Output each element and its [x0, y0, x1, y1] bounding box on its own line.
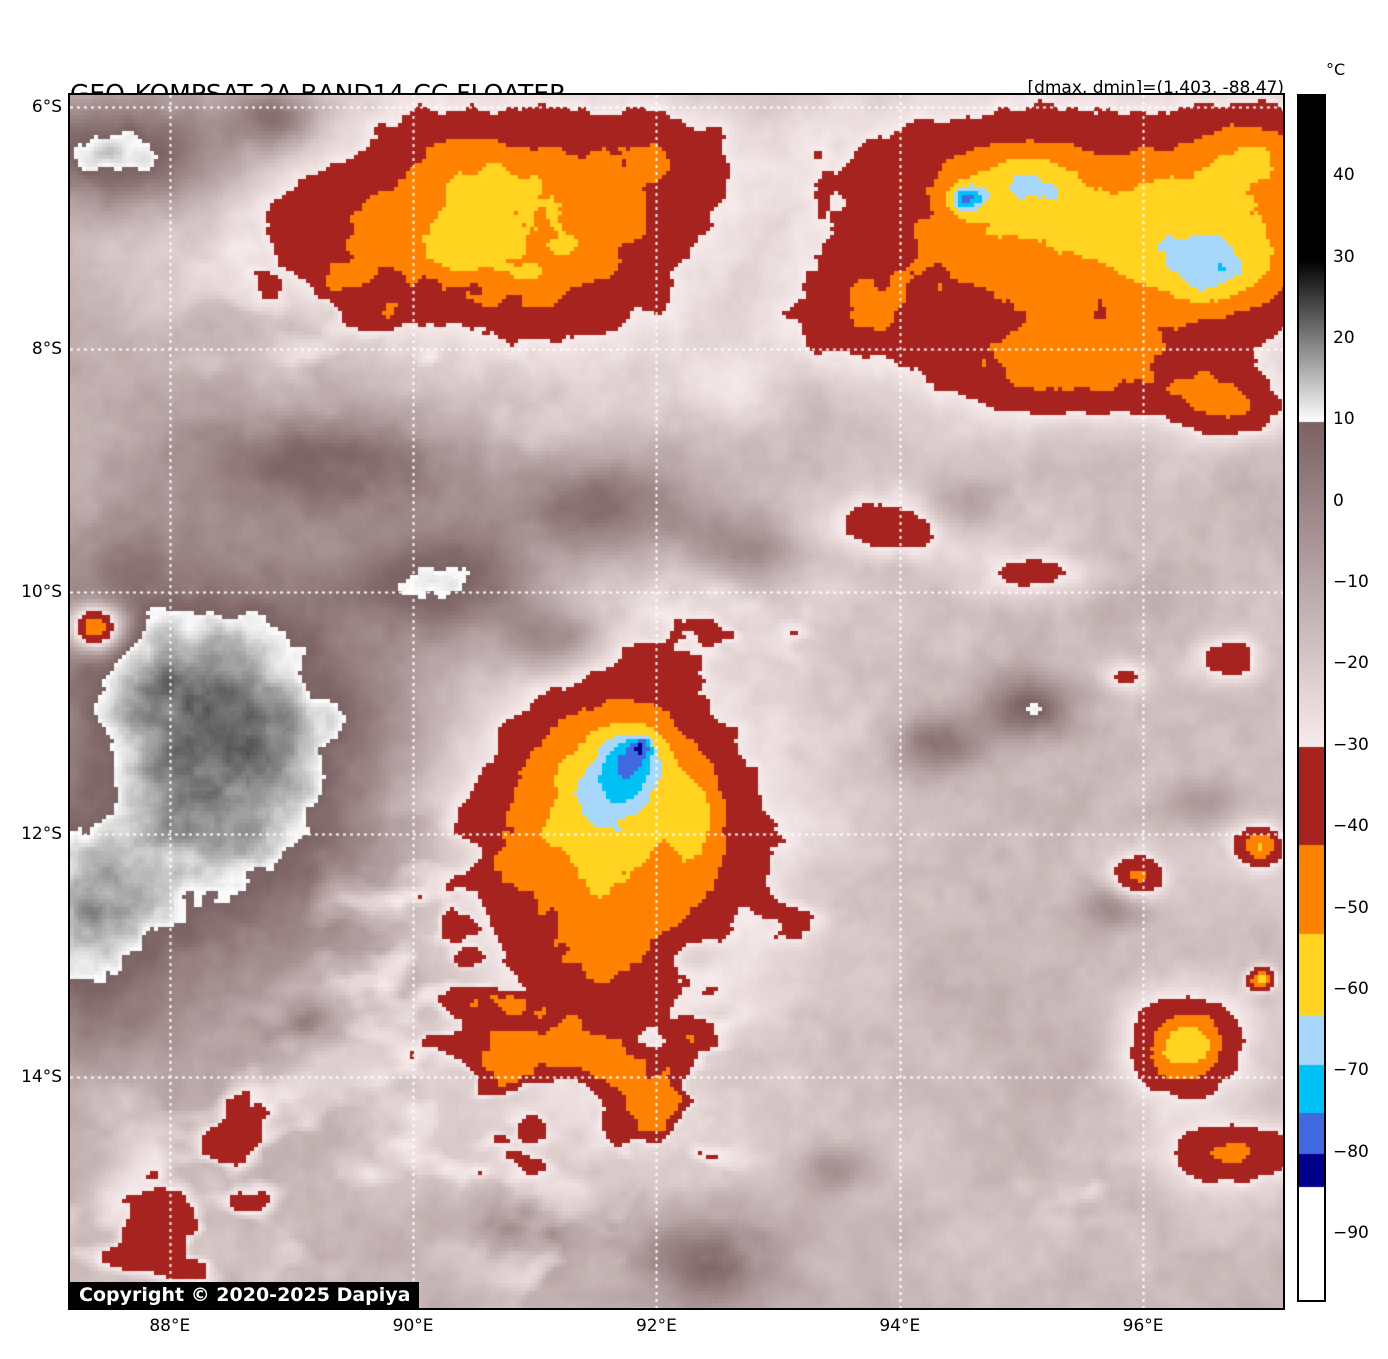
colorbar-unit-label: °C [1326, 60, 1346, 79]
satellite-image-canvas [70, 95, 1283, 1308]
y-axis-tick-label: 8°S [31, 339, 62, 360]
colorbar-tick-label: −60 [1333, 978, 1369, 999]
colorbar-tick-label: 30 [1333, 246, 1355, 267]
colorbar-tick-label: 10 [1333, 409, 1355, 430]
y-axis-tick-label: 14°S [21, 1066, 62, 1087]
colorbar-tick-label: −30 [1333, 734, 1369, 755]
colorbar-tick-label: −90 [1333, 1222, 1369, 1243]
satellite-map-frame: Copyright © 2020-2025 Dapiya [68, 93, 1285, 1310]
colorbar-tick-label: 40 [1333, 165, 1355, 186]
colorbar-tick-label: −50 [1333, 897, 1369, 918]
x-axis-tick-label: 90°E [392, 1316, 434, 1336]
colorbar [1297, 94, 1326, 1302]
colorbar-tick-label: 20 [1333, 328, 1355, 349]
copyright-badge: Copyright © 2020-2025 Dapiya [70, 1282, 420, 1308]
colorbar-tick-label: −70 [1333, 1060, 1369, 1081]
colorbar-tick-label: −20 [1333, 653, 1369, 674]
x-axis-tick-label: 88°E [149, 1316, 191, 1336]
colorbar-tick-label: −10 [1333, 572, 1369, 593]
colorbar-tick-label: 0 [1333, 490, 1344, 511]
y-axis-tick-label: 12°S [21, 824, 62, 845]
y-axis-tick-label: 6°S [31, 97, 62, 118]
y-axis-tick-label: 10°S [21, 581, 62, 602]
x-axis-tick-label: 96°E [1122, 1316, 1164, 1336]
x-axis-tick-label: 94°E [879, 1316, 921, 1336]
colorbar-tick-label: −40 [1333, 816, 1369, 837]
colorbar-tick-label: −80 [1333, 1141, 1369, 1162]
x-axis-tick-label: 92°E [635, 1316, 677, 1336]
